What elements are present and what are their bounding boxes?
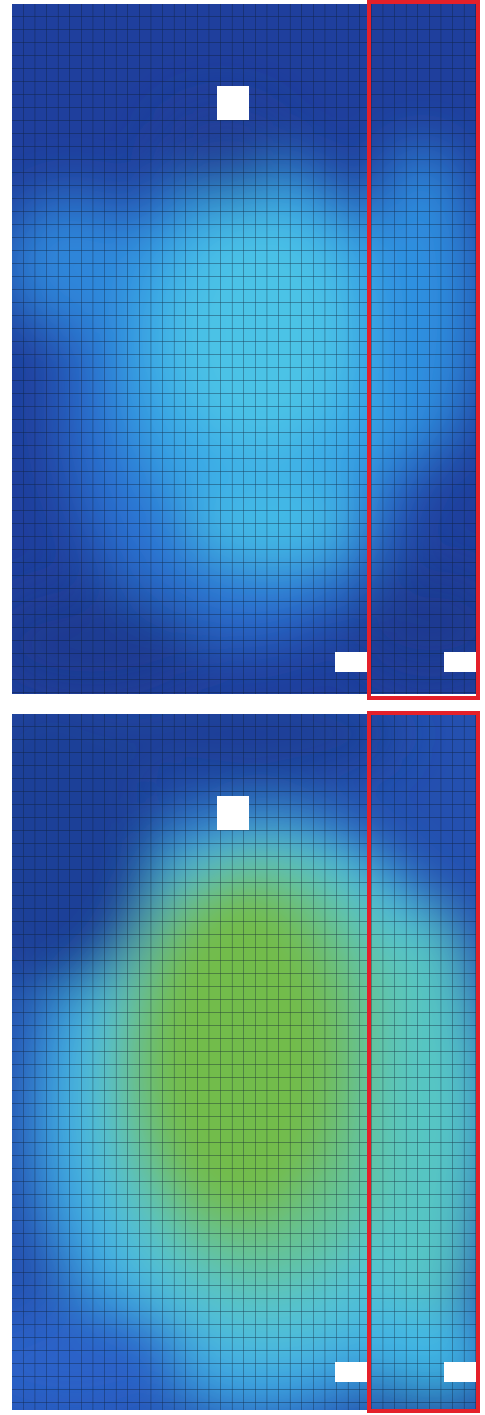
highlight-box-top (367, 0, 480, 700)
obstacle-top (217, 86, 249, 120)
obstacle-bottom-left (335, 652, 367, 672)
highlight-box-bottom (367, 711, 480, 1413)
obstacle-top (217, 796, 249, 830)
top-field-svg (12, 4, 477, 694)
obstacle-bottom-left (335, 1362, 367, 1382)
obstacle-bottom-right (444, 652, 476, 672)
simulation-panel-top (12, 4, 477, 694)
obstacle-bottom-right (444, 1362, 476, 1382)
